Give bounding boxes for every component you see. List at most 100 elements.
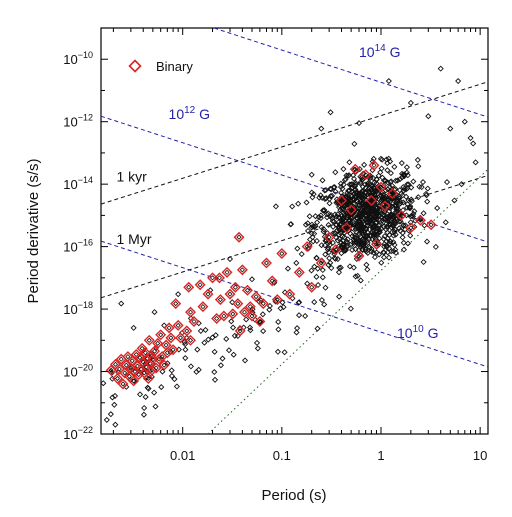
binary-pulsar-point-inner [187,337,194,343]
binary-pulsar-point-inner [197,282,203,288]
binary-pulsar-point [315,257,327,269]
binary-pulsar-point-inner [269,278,275,284]
binary-pulsar-point [341,222,353,234]
field-label-2: 1010 G [397,324,438,341]
binary-pulsar-point-inner [177,335,184,341]
pulsar-point [327,193,334,200]
pulsar-point [378,190,385,197]
pulsar-point [381,223,388,230]
pulsar-point [351,232,359,239]
binary-pulsar-point-inner [187,309,194,315]
pulsar-point [420,258,427,266]
pulsar-point [419,178,427,186]
pulsar-point [295,299,302,306]
pulsar-point [380,177,388,184]
pulsar-point [319,266,326,274]
binary-pulsar-point-inner [389,190,395,197]
binary-pulsar-point-inner [125,354,131,360]
pulsar-point [360,203,367,210]
binary-pulsar-point-inner [145,375,151,382]
pulsar-point [443,179,451,186]
reference-line-age-4 [101,174,488,299]
binary-pulsar-point [414,214,426,226]
field-label-1: 1012 G [169,105,210,122]
binary-pulsar-point-inner [140,359,146,365]
pulsar-point [329,218,336,225]
legend-marker-binary [128,59,142,73]
pulsar-point [341,203,348,211]
pulsar-point [205,336,212,343]
binary-pulsar-point-inner [368,197,374,204]
pulsar-point [319,274,326,281]
pulsar-point [396,218,403,225]
binary-pulsar-point [197,301,209,313]
pulsar-point [350,264,357,271]
pulsar-point [383,223,390,230]
pulsar-point [335,214,342,221]
pulsar-point [382,187,389,194]
binary-pulsar-point [349,163,361,175]
binary-pulsar-point-inner [159,354,165,360]
binary-pulsar-point-inner [344,225,350,231]
binary-pulsar-point [119,367,131,379]
pulsar-point [367,172,374,179]
binary-pulsar-point [120,359,132,371]
binary-pulsar-point [250,291,262,303]
y-tick-label: 10−22 [63,425,93,442]
pulsar-point [171,376,178,383]
pulsar-point [381,249,388,256]
pulsar-point [322,251,329,258]
binary-pulsar-point [365,194,377,206]
binary-pulsar-point [149,345,161,357]
pulsar-point [346,263,353,270]
pulsar-point [223,335,230,343]
binary-pulsar-point-inner [191,318,197,325]
pulsar-point [321,195,328,202]
binary-pulsar-point [293,266,305,278]
binary-pulsar-point-inner [257,318,263,325]
pulsar-point [396,225,403,232]
pulsar-point [280,304,287,311]
binary-pulsar-point [405,222,417,234]
pulsar-point [336,221,343,228]
pulsar-point [109,394,116,401]
pulsar-point [364,215,371,222]
binary-pulsar-point [170,298,182,310]
pulsar-point [325,249,332,256]
pulsar-point [420,210,427,217]
pulsar-point [387,179,394,186]
pulsar-point [306,213,313,220]
binary-pulsar-point-inner [263,260,270,266]
binary-pulsar-point-inner [139,345,145,351]
binary-pulsar-point-inner [239,267,245,273]
pulsar-point [447,125,454,132]
binary-pulsar-point [336,194,348,206]
binary-pulsar-point-inner [417,217,424,223]
pulsar-point [434,205,441,212]
pulsar-point [368,188,375,195]
pulsar-point [275,318,282,326]
binary-pulsar-point [185,306,197,318]
binary-pulsar-point-inner [378,184,384,190]
binary-pulsar-point-inner [184,328,190,334]
pulsar-point [281,349,288,356]
pulsar-point [380,254,387,261]
pulsar-point [395,201,403,208]
binary-pulsar-point [140,361,152,373]
pulsar-point [247,327,254,334]
pulsar-point [294,245,301,252]
pulsar-point [384,249,391,256]
y-tick-label: 10−10 [63,50,93,67]
binary-pulsar-point [236,264,248,276]
pulsar-point [362,205,369,212]
pulsar-point [363,248,370,255]
binary-pulsar-point-inner [217,297,223,303]
pulsar-point [339,206,347,213]
binary-pulsar-point-inner [236,234,242,240]
binary-pulsar-point [246,310,258,322]
pulsar-point [337,264,344,271]
pulsar-point [331,255,338,262]
binary-pulsar-point-inner [382,203,388,209]
pulsar-point [103,416,110,423]
binary-pulsar-point [105,364,117,376]
